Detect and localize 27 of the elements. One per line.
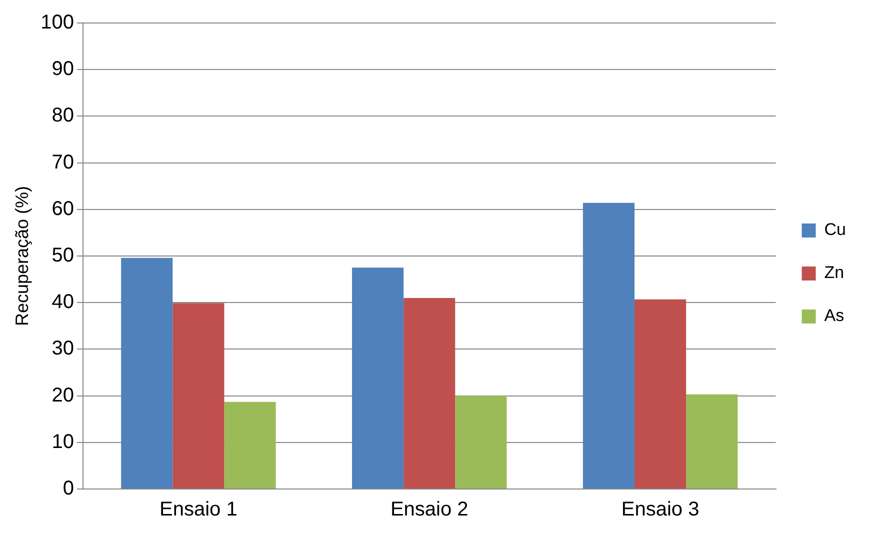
legend-label: Zn: [824, 263, 844, 282]
bar: [634, 299, 686, 488]
y-tick-label: 90: [52, 58, 74, 80]
x-tick-label: Ensaio 3: [621, 498, 700, 521]
bar: [582, 202, 635, 488]
y-axis-title: Recuperação (%): [12, 186, 32, 326]
y-tick-label: 80: [52, 104, 74, 127]
y-tick-label: 60: [52, 198, 74, 220]
legend-label: Cu: [824, 220, 846, 240]
y-tick-label: 10: [52, 430, 74, 453]
y-tick-label: 70: [52, 151, 74, 174]
x-tick-label: Ensaio 1: [160, 498, 238, 521]
bar: [172, 303, 224, 488]
y-tick-label: 30: [52, 338, 74, 360]
bar: [686, 394, 738, 488]
x-tick-label: Ensaio 2: [390, 498, 468, 521]
bar: [121, 258, 173, 488]
legend-label: As: [824, 306, 844, 326]
y-tick-label: 50: [52, 244, 74, 267]
bar: [352, 268, 404, 488]
y-tick-label: 40: [52, 291, 74, 314]
bar: [404, 298, 456, 488]
y-tick-label: 20: [52, 384, 74, 406]
y-tick-label: 100: [40, 12, 74, 34]
bar: [224, 402, 276, 488]
y-tick-label: 0: [62, 478, 74, 500]
bar: [455, 396, 507, 488]
